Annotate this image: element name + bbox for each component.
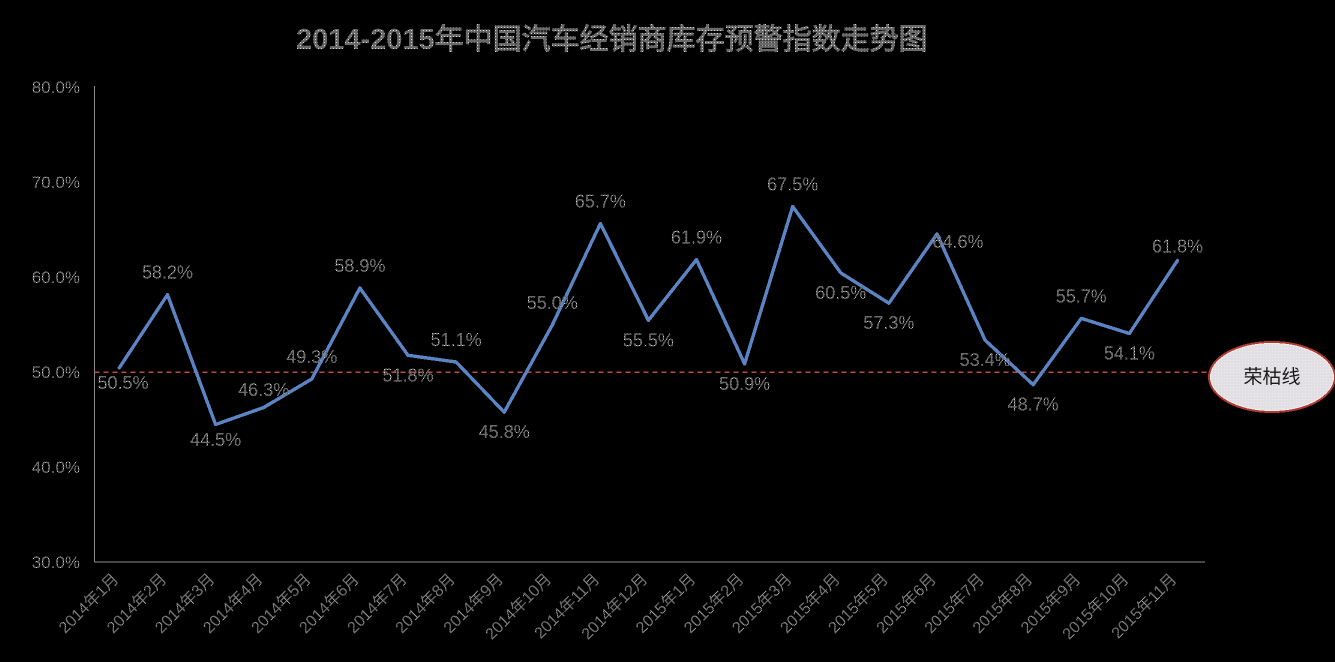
svg-text:46.3%: 46.3%: [238, 380, 289, 400]
svg-text:60.0%: 60.0%: [32, 268, 80, 287]
svg-text:58.9%: 58.9%: [334, 256, 385, 276]
svg-text:55.7%: 55.7%: [1056, 286, 1107, 306]
svg-text:51.1%: 51.1%: [431, 330, 482, 350]
svg-text:58.2%: 58.2%: [142, 263, 193, 283]
svg-text:44.5%: 44.5%: [190, 430, 241, 450]
svg-text:荣枯线: 荣枯线: [1243, 366, 1300, 388]
svg-text:55.0%: 55.0%: [527, 293, 578, 313]
svg-text:51.8%: 51.8%: [382, 365, 433, 385]
svg-text:2014-2015年中国汽车经销商库存预警指数走势图: 2014-2015年中国汽车经销商库存预警指数走势图: [296, 22, 928, 56]
svg-text:50.5%: 50.5%: [97, 373, 148, 393]
svg-text:80.0%: 80.0%: [32, 78, 80, 97]
svg-text:45.8%: 45.8%: [479, 422, 530, 442]
svg-text:61.8%: 61.8%: [1152, 237, 1203, 257]
svg-text:57.3%: 57.3%: [863, 313, 914, 333]
svg-text:70.0%: 70.0%: [32, 173, 80, 192]
svg-text:40.0%: 40.0%: [32, 458, 80, 477]
svg-text:60.5%: 60.5%: [815, 283, 866, 303]
svg-text:54.1%: 54.1%: [1104, 344, 1155, 364]
svg-text:61.9%: 61.9%: [671, 228, 722, 248]
svg-text:65.7%: 65.7%: [575, 192, 626, 212]
svg-text:50.9%: 50.9%: [719, 374, 770, 394]
svg-text:49.3%: 49.3%: [286, 347, 337, 367]
svg-text:64.6%: 64.6%: [932, 232, 983, 252]
svg-text:67.5%: 67.5%: [767, 175, 818, 195]
svg-text:48.7%: 48.7%: [1008, 395, 1059, 415]
svg-text:30.0%: 30.0%: [32, 553, 80, 572]
svg-text:53.4%: 53.4%: [960, 350, 1011, 370]
svg-text:50.0%: 50.0%: [32, 363, 80, 382]
svg-text:55.5%: 55.5%: [623, 330, 674, 350]
